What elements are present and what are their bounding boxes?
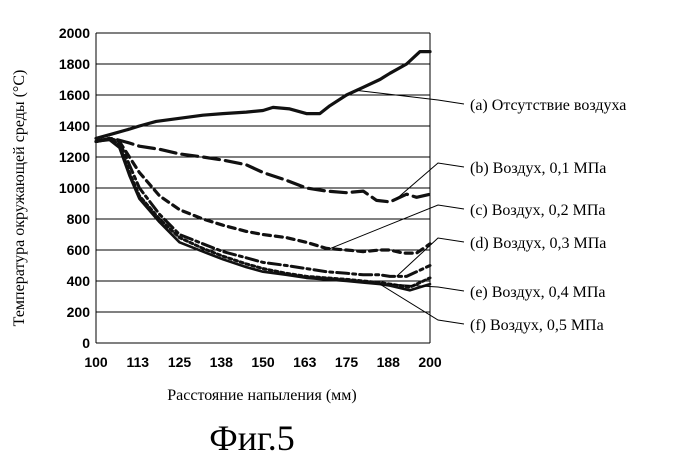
- legend-label-d: (d) Воздух, 0,3 МПа: [470, 235, 606, 252]
- leader-line-a: [357, 90, 465, 104]
- y-axis-title: Температура окружающей среды (°С): [11, 70, 28, 327]
- x-tick-label-1: 113: [126, 354, 149, 370]
- x-tick-label-8: 200: [418, 354, 442, 370]
- legend-label-a: (a) Отсутствие воздуха: [470, 97, 626, 114]
- series-lines: [96, 52, 430, 291]
- x-tick-label-2: 125: [168, 354, 192, 370]
- series-line-b: [96, 138, 430, 202]
- x-tick-label-6: 175: [335, 354, 359, 370]
- y-tick-label-4: 800: [67, 211, 91, 227]
- legend-leader-lines: [330, 90, 464, 324]
- y-tick-label-3: 600: [67, 242, 91, 258]
- x-tick-label-3: 138: [210, 354, 234, 370]
- x-tick-label-5: 163: [293, 354, 317, 370]
- legend-label-e: (e) Воздух, 0,4 МПа: [470, 284, 605, 301]
- x-tick-label-0: 100: [84, 354, 108, 370]
- leader-line-f: [380, 284, 464, 324]
- y-tick-label-9: 1800: [59, 56, 90, 72]
- y-tick-label-5: 1000: [59, 180, 90, 196]
- y-axis-ticks: 0 200 400 600 800 1000 1200 1400 1600 1800 2000: [59, 25, 90, 351]
- legend: (a) Отсутствие воздуха (b) Воздух, 0,1 МП…: [470, 97, 626, 334]
- y-tick-label-6: 1200: [59, 149, 90, 165]
- legend-label-c: (c) Воздух, 0,2 МПа: [470, 202, 605, 219]
- y-tick-label-8: 1600: [59, 87, 90, 103]
- x-axis-title: Расстояние напыления (мм): [167, 387, 357, 404]
- y-tick-label-2: 400: [67, 273, 91, 289]
- legend-label-b: (b) Воздух, 0,1 МПа: [470, 160, 606, 177]
- x-tick-label-4: 150: [251, 354, 275, 370]
- series-line-e: [96, 138, 430, 287]
- y-tick-label-7: 1400: [59, 118, 90, 134]
- y-tick-label-0: 0: [82, 335, 90, 351]
- y-tick-label-1: 200: [67, 304, 91, 320]
- legend-label-f: (f) Воздух, 0,5 МПа: [470, 317, 604, 334]
- figure-caption: Фиг.5: [209, 418, 294, 455]
- y-tick-label-10: 2000: [59, 25, 90, 41]
- x-tick-label-7: 188: [377, 354, 401, 370]
- leader-line-c: [330, 205, 464, 249]
- x-axis-ticks: 100 113 125 138 150 163 175 188 200: [84, 354, 442, 370]
